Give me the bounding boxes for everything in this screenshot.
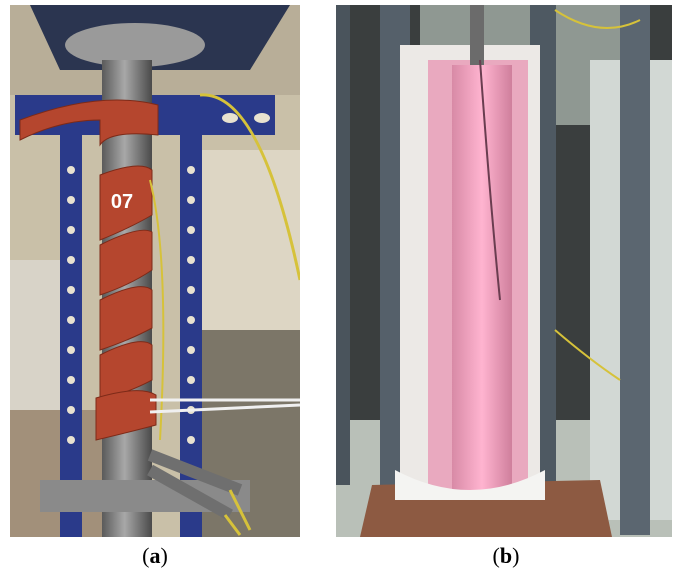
tape-label: 07: [111, 191, 133, 213]
caption-letter: a: [150, 543, 161, 568]
caption-paren: (: [142, 543, 149, 568]
caption-paren: ): [512, 543, 519, 568]
page: 07 (a) (b) (() => { const data =: [0, 0, 680, 576]
caption-paren: (: [493, 543, 500, 568]
caption-a: (a): [142, 543, 168, 568]
photo-b: [336, 5, 672, 540]
photo-a: 07: [10, 5, 300, 540]
caption-letter: b: [500, 543, 512, 568]
caption-paren: ): [161, 543, 168, 568]
figure: 07 (a) (b): [0, 0, 680, 576]
caption-b: (b): [493, 543, 520, 568]
